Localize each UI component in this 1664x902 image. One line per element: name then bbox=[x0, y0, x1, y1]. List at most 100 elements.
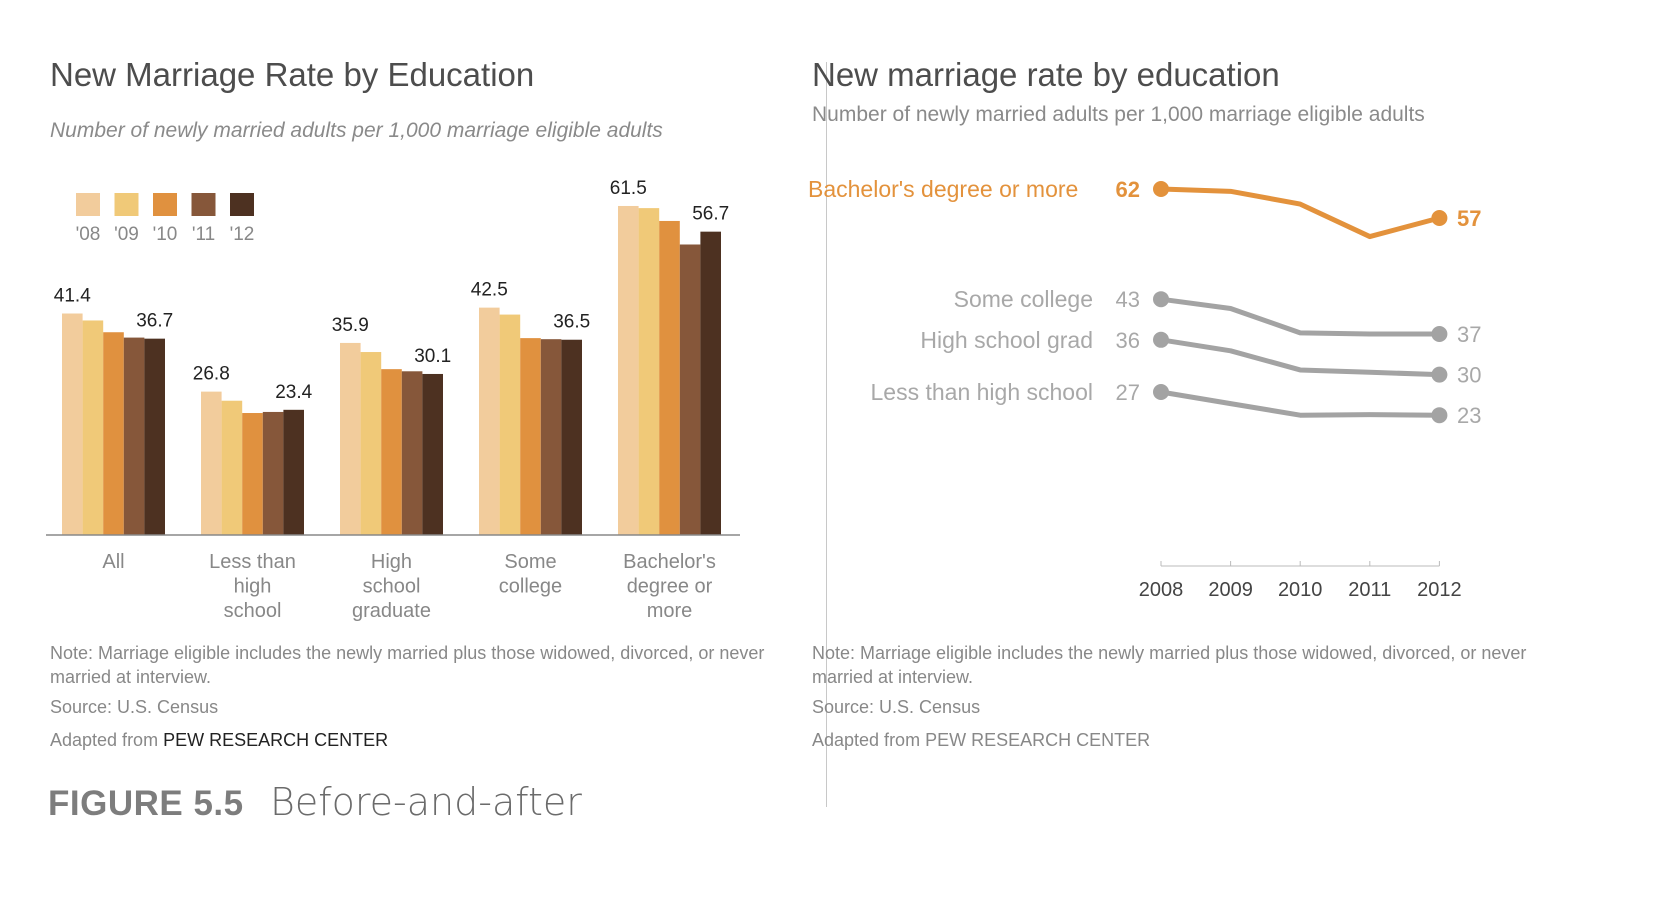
bar bbox=[82, 320, 104, 535]
series-start-point bbox=[1153, 384, 1169, 400]
category-label-line: school bbox=[363, 576, 421, 598]
category-label-line: degree or bbox=[627, 576, 713, 598]
series-start-label: 62 bbox=[1116, 177, 1140, 202]
data-label: 36.5 bbox=[553, 312, 590, 333]
bar bbox=[123, 337, 145, 535]
panel-divider bbox=[826, 62, 827, 807]
bar bbox=[360, 352, 382, 535]
category-label-line: more bbox=[647, 600, 693, 622]
bar bbox=[201, 391, 222, 535]
category-label-line: Bachelor's bbox=[623, 551, 716, 573]
bar bbox=[422, 373, 443, 535]
bar bbox=[520, 338, 541, 535]
category-label: All bbox=[102, 551, 124, 573]
series-line bbox=[1158, 296, 1442, 337]
bar bbox=[659, 220, 680, 535]
legend-swatch-0 bbox=[76, 193, 100, 216]
x-tick-label: 2008 bbox=[1139, 579, 1184, 601]
legend-label-2: '10 bbox=[153, 224, 178, 245]
line-chart: 2008 2009 2010 2011 2012 62 57 Bachelor's degre… bbox=[808, 176, 1481, 601]
left-note: Note: Marriage eligible includes the new… bbox=[50, 643, 765, 687]
x-tick-label: 2011 bbox=[1348, 579, 1391, 601]
category-label-line: college bbox=[499, 576, 562, 598]
category-label-line: Some bbox=[504, 551, 556, 573]
right-chart-title: New marriage rate by education bbox=[812, 56, 1280, 93]
category-label: High school graduate bbox=[352, 551, 431, 622]
x-tick-label: 2009 bbox=[1208, 579, 1253, 601]
series-end-point bbox=[1431, 407, 1448, 424]
bar bbox=[283, 409, 304, 535]
right-chart-subtitle: Number of newly married adults per 1,000… bbox=[812, 103, 1425, 126]
bar bbox=[144, 338, 165, 535]
series-start-label: 27 bbox=[1116, 380, 1140, 405]
series-name: Bachelor's degree or more bbox=[808, 176, 1078, 202]
series-start-label: 36 bbox=[1116, 328, 1140, 353]
bar bbox=[499, 314, 521, 535]
legend-label-0: '08 bbox=[76, 224, 101, 245]
bar-chart: '08 '09 '10 '11 '12 All Less than high school Hig… bbox=[46, 178, 740, 622]
series-end-point bbox=[1431, 326, 1448, 342]
bar bbox=[479, 307, 500, 535]
data-label: 42.5 bbox=[471, 280, 508, 301]
category-label: Less than high school bbox=[209, 551, 296, 622]
figure-caption: Before-and-after bbox=[270, 780, 582, 824]
series-line bbox=[1158, 389, 1442, 418]
category-label: Bachelor's degree or more bbox=[623, 551, 716, 622]
legend-swatch-4 bbox=[230, 193, 254, 216]
data-label: 41.4 bbox=[54, 286, 91, 307]
legend-swatch-3 bbox=[191, 193, 216, 216]
series-start-point bbox=[1153, 181, 1169, 197]
right-note: Note: Marriage eligible includes the new… bbox=[812, 643, 1527, 687]
category-label-line: High bbox=[371, 551, 412, 573]
bar bbox=[700, 231, 721, 535]
series-end-point bbox=[1431, 366, 1448, 383]
series-start-point bbox=[1153, 331, 1169, 348]
bar bbox=[242, 413, 263, 535]
data-label: 56.7 bbox=[692, 204, 729, 225]
legend-swatch-2 bbox=[153, 193, 177, 216]
data-label: 35.9 bbox=[332, 315, 369, 336]
bar bbox=[618, 205, 639, 535]
legend-swatch-1 bbox=[114, 193, 139, 216]
series-end-label: 37 bbox=[1457, 322, 1481, 347]
data-label: 36.7 bbox=[136, 311, 173, 332]
left-credit-name: PEW RESEARCH CENTER bbox=[163, 730, 389, 750]
bar bbox=[103, 332, 124, 535]
series-line bbox=[1158, 186, 1442, 240]
left-source: Source: U.S. Census bbox=[50, 697, 219, 717]
data-label: 26.8 bbox=[193, 364, 230, 385]
bar bbox=[401, 371, 423, 535]
bar bbox=[540, 339, 562, 535]
series-end-label: 23 bbox=[1457, 403, 1481, 428]
left-chart-title: New Marriage Rate by Education bbox=[50, 56, 535, 93]
bar bbox=[262, 411, 284, 535]
bar bbox=[561, 339, 582, 535]
series-line bbox=[1158, 337, 1442, 378]
category-label-line: high bbox=[234, 576, 272, 598]
left-credit-prefix: Adapted from bbox=[50, 730, 164, 750]
series-end-point bbox=[1431, 210, 1448, 226]
category-label-line: All bbox=[102, 551, 124, 573]
bar bbox=[340, 342, 361, 535]
series-start-label: 43 bbox=[1116, 287, 1140, 312]
left-chart-subtitle: Number of newly married adults per 1,000… bbox=[50, 119, 663, 142]
series-end-label: 30 bbox=[1457, 363, 1481, 388]
bar bbox=[679, 244, 701, 535]
x-tick-label: 2012 bbox=[1417, 579, 1462, 601]
series-start-point bbox=[1153, 291, 1169, 308]
bar bbox=[62, 313, 83, 535]
bar bbox=[381, 369, 402, 535]
x-tick-label: 2010 bbox=[1278, 579, 1323, 601]
legend-label-4: '12 bbox=[230, 224, 255, 245]
figure-label: FIGURE 5.5 bbox=[48, 784, 244, 823]
left-credit: Adapted from PEW RESEARCH CENTER bbox=[50, 730, 388, 751]
right-credit: Adapted from PEW RESEARCH CENTER bbox=[812, 730, 1151, 750]
data-label: 23.4 bbox=[275, 382, 312, 403]
category-label-line: Less than bbox=[209, 551, 296, 573]
bar bbox=[221, 400, 243, 535]
series-name: Less than high school bbox=[871, 379, 1094, 405]
legend-label-1: '09 bbox=[114, 224, 139, 245]
legend-label-3: '11 bbox=[192, 224, 215, 245]
data-label: 30.1 bbox=[414, 346, 451, 367]
series-name: High school grad bbox=[920, 327, 1093, 353]
